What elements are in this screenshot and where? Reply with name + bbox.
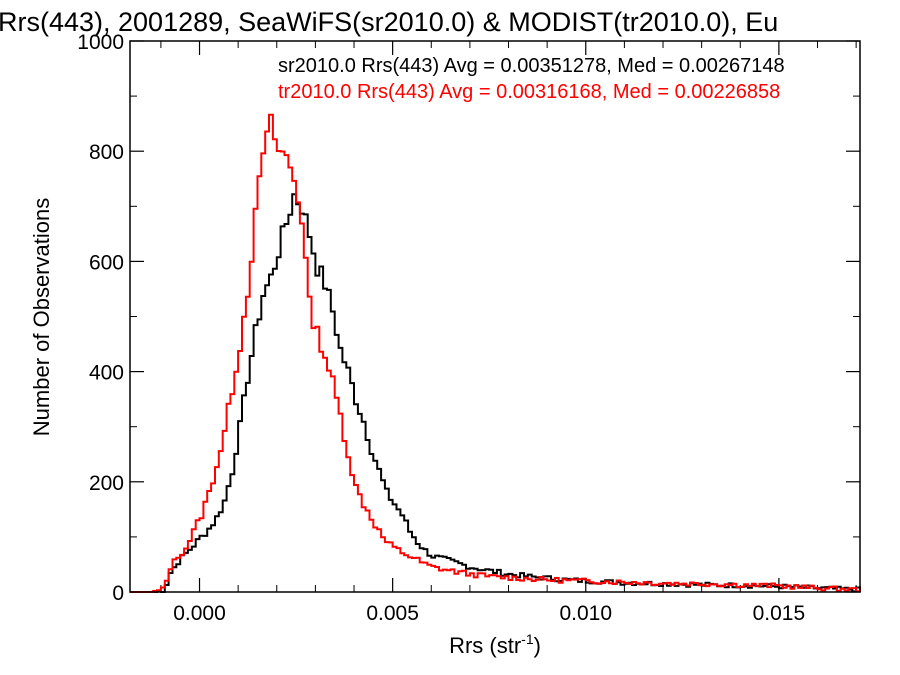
y-tick-label: 800 <box>89 141 124 164</box>
y-tick-label: 400 <box>89 362 124 385</box>
y-tick-label: 0 <box>112 582 124 605</box>
y-tick-label: 1000 <box>77 31 124 54</box>
histogram-series-2 <box>130 113 861 593</box>
x-tick-label: 0.000 <box>173 602 226 625</box>
y-tick-label: 200 <box>89 472 124 495</box>
plot-frame <box>129 40 861 593</box>
histogram-series-1 <box>130 193 861 593</box>
x-axis-label-superscript: -1 <box>521 631 534 647</box>
y-axis-label: Number of Observations <box>29 198 54 436</box>
series-layer <box>130 113 861 593</box>
x-tick-label: 0.010 <box>559 602 612 625</box>
x-tick-label: 0.005 <box>366 602 419 625</box>
x-axis-label: Rrs (str-1) <box>449 631 541 658</box>
y-tick-label: 600 <box>89 251 124 274</box>
legend-entry-series-1: sr2010.0 Rrs(443) Avg = 0.00351278, Med … <box>278 55 785 77</box>
chart-title: Rrs(443), 2001289, SeaWiFS(sr2010.0) & M… <box>0 7 778 37</box>
x-tick-label: 0.015 <box>753 602 806 625</box>
x-axis-label-close: ) <box>534 633 541 658</box>
axis-ticks: 0 200 400 600 800 1000 0.000 0.005 0.010 0.015 <box>77 31 860 625</box>
legend-entry-series-2: tr2010.0 Rrs(443) Avg = 0.00316168, Med … <box>278 81 780 103</box>
